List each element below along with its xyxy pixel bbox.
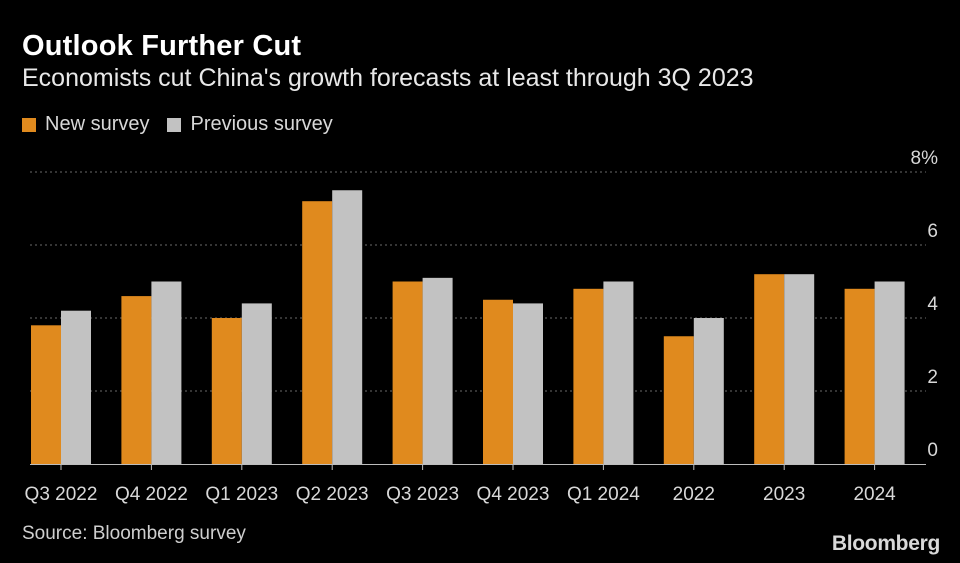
legend-item-new-survey: New survey: [22, 113, 149, 136]
bar-new-survey-q1-2024: [573, 288, 604, 464]
legend-swatch-new-survey: [22, 117, 36, 132]
legend-item-previous-survey: Previous survey: [167, 113, 333, 136]
x-tick-label: Q4 2023: [477, 484, 550, 505]
bar-previous-survey-q4-2022: [151, 281, 182, 464]
bar-new-survey-q3-2022: [31, 325, 61, 464]
x-tick-label: Q1 2024: [567, 484, 640, 505]
bar-previous-survey-q2-2023: [332, 190, 363, 464]
bar-new-survey-q3-2023: [392, 281, 423, 464]
bar-previous-survey-2023: [784, 274, 815, 464]
bar-new-survey-q2-2023: [302, 201, 333, 464]
y-tick-label: 6: [927, 221, 938, 242]
x-tick-label: Q1 2023: [205, 484, 278, 505]
source-note: Source: Bloomberg survey: [22, 523, 246, 544]
x-tick-label: Q3 2022: [25, 484, 98, 505]
bar-previous-survey-q3-2023: [422, 277, 453, 464]
x-tick-label: Q4 2022: [115, 484, 188, 505]
bar-new-survey-2024: [844, 288, 875, 464]
bar-new-survey-q1-2023: [211, 318, 242, 464]
bar-new-survey-q4-2023: [483, 299, 513, 464]
x-tick-label: Q3 2023: [386, 484, 459, 505]
bar-new-survey-q4-2022: [121, 296, 152, 464]
bar-previous-survey-q1-2023: [241, 303, 272, 464]
x-tick-label: Q2 2023: [296, 484, 369, 505]
bar-previous-survey-q4-2023: [513, 303, 543, 464]
legend: New survey Previous survey: [22, 113, 351, 136]
bar-previous-survey-q1-2024: [603, 281, 634, 464]
x-tick-label: 2022: [673, 484, 715, 505]
y-tick-label: 2: [927, 367, 938, 388]
bar-previous-survey-2024: [874, 281, 905, 464]
chart-title: Outlook Further Cut: [22, 30, 302, 62]
bar-new-survey-2022: [663, 336, 694, 464]
y-tick-label: 0: [927, 440, 938, 461]
bar-previous-survey-2022: [693, 318, 724, 464]
bloomberg-logo: Bloomberg: [831, 532, 940, 555]
y-tick-label: 8%: [911, 148, 939, 169]
x-tick-label: 2023: [763, 484, 805, 505]
legend-label-new-survey: New survey: [45, 113, 150, 135]
x-tick-label: 2024: [853, 484, 896, 505]
bar-previous-survey-q3-2022: [61, 310, 91, 464]
bar-new-survey-2023: [754, 274, 785, 464]
legend-label-previous-survey: Previous survey: [190, 113, 333, 135]
legend-swatch-previous-survey: [167, 117, 182, 132]
chart-subtitle: Economists cut China's growth forecasts …: [22, 64, 754, 92]
y-tick-label: 4: [927, 294, 938, 315]
